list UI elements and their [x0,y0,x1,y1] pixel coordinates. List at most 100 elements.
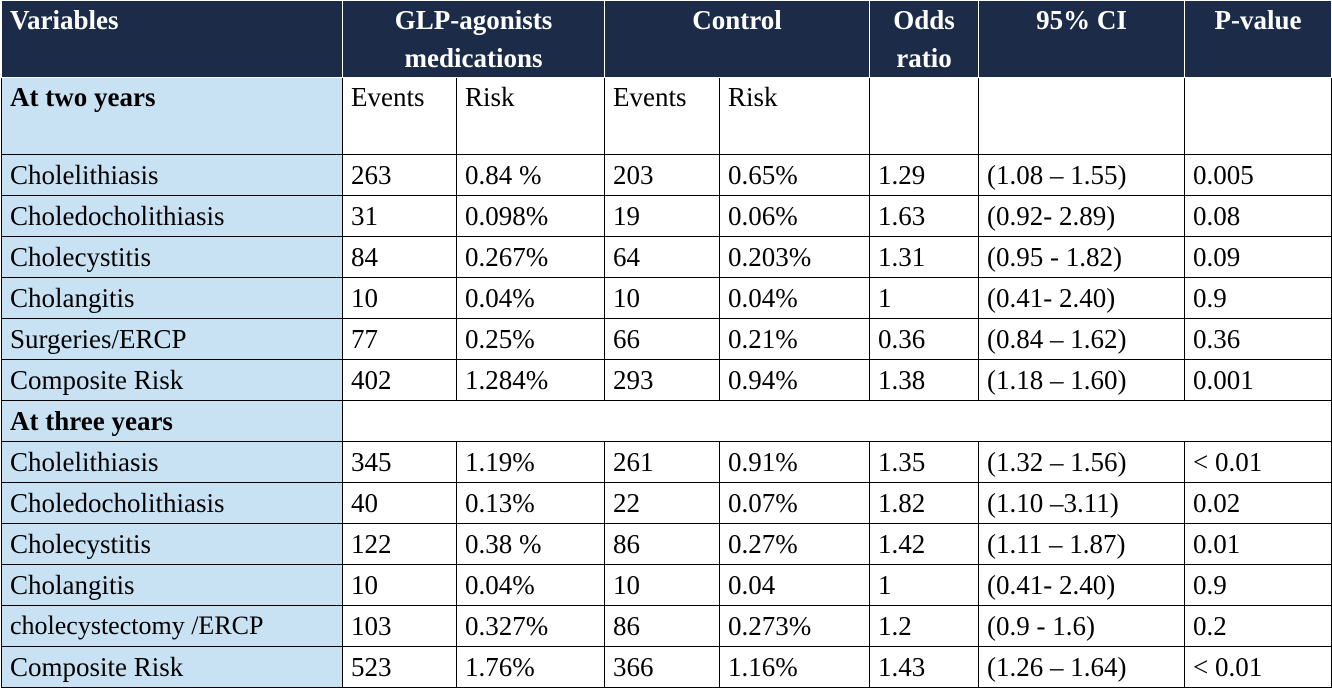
control-risk-cell: 0.07% [719,482,871,524]
header-row: Variables GLP-agonists medications Contr… [1,0,1332,78]
control-events-cell: 366 [604,646,721,688]
section-row: At two years Events Risk Events Risk [1,77,1332,155]
ci-cell: (0.41- 2.40) [978,564,1186,606]
table-row: Cholangitis 10 0.04% 10 0.04 1 (0.41- 2.40) 0.9 [1,564,1332,606]
ci-cell: (1.11 – 1.87) [978,523,1186,565]
empty-cell [978,77,1186,155]
glp-risk-cell: 0.04% [455,564,606,606]
glp-events-cell: 122 [342,523,457,565]
glp-risk-cell: 0.13% [455,482,606,524]
glp-risk-cell: 0.04% [455,277,606,319]
glp-risk-cell: 0.327% [455,605,606,647]
header-p-value: P-value [1184,0,1332,78]
glp-events-cell: 263 [342,154,457,196]
ci-cell: (0.95 - 1.82) [978,236,1186,278]
ci-cell: (0.92- 2.89) [978,195,1186,237]
ci-cell: (1.32 – 1.56) [978,441,1186,483]
odds-ratio-cell: 1.38 [869,359,980,401]
p-value-cell: 0.09 [1184,236,1332,278]
glp-events-cell: 84 [342,236,457,278]
table-row: Cholangitis 10 0.04% 10 0.04% 1 (0.41- 2.40) 0.… [1,277,1332,319]
variable-cell: Cholecystitis [1,523,343,565]
odds-ratio-cell: 1.31 [869,236,980,278]
control-risk-cell: 0.04% [719,277,871,319]
control-events-cell: 64 [604,236,721,278]
table-row: Cholelithiasis 263 0.84 % 203 0.65% 1.29 (1.08… [1,154,1332,196]
variable-cell: Choledocholithiasis [1,482,343,524]
variable-cell: Composite Risk [1,646,343,688]
glp-events-cell: 77 [342,318,457,360]
control-risk-cell: 0.94% [719,359,871,401]
variable-cell: Choledocholithiasis [1,195,343,237]
odds-ratio-cell: 1 [869,564,980,606]
glp-events-cell: 402 [342,359,457,401]
variable-cell: Cholelithiasis [1,154,343,196]
table-row: Choledocholithiasis 31 0.098% 19 0.06% 1.63 (0… [1,195,1332,237]
glp-risk-cell: 1.284% [455,359,606,401]
p-value-cell: 0.01 [1184,523,1332,565]
control-events-cell: 22 [604,482,721,524]
control-risk-cell: 0.27% [719,523,871,565]
empty-cell [1184,77,1332,155]
table-row: Choledocholithiasis 40 0.13% 22 0.07% 1.82 (1.… [1,482,1332,524]
odds-ratio-cell: 1.82 [869,482,980,524]
p-value-cell: 0.2 [1184,605,1332,647]
table-row: Cholecystitis 122 0.38 % 86 0.27% 1.42 (1.11 –… [1,523,1332,565]
ci-cell: (0.41- 2.40) [978,277,1186,319]
control-risk-cell: 0.91% [719,441,871,483]
p-value-cell: 0.02 [1184,482,1332,524]
odds-ratio-cell: 1.29 [869,154,980,196]
control-events-cell: 66 [604,318,721,360]
subheader-glp-risk: Risk [455,77,606,155]
glp-events-cell: 523 [342,646,457,688]
glp-risk-cell: 1.19% [455,441,606,483]
control-risk-cell: 0.203% [719,236,871,278]
glp-risk-cell: 0.38 % [455,523,606,565]
section-title: At two years [1,77,343,155]
odds-ratio-cell: 1.2 [869,605,980,647]
table-row: Cholecystitis 84 0.267% 64 0.203% 1.31 (0.95 -… [1,236,1332,278]
odds-ratio-cell: 0.36 [869,318,980,360]
glp-events-cell: 10 [342,277,457,319]
p-value-cell: < 0.01 [1184,441,1332,483]
subheader-glp-events: Events [342,77,457,155]
ci-cell: (1.26 – 1.64) [978,646,1186,688]
control-events-cell: 10 [604,564,721,606]
variable-cell: cholecystectomy /ERCP [1,605,343,647]
variable-cell: Composite Risk [1,359,343,401]
control-events-cell: 19 [604,195,721,237]
glp-events-cell: 40 [342,482,457,524]
p-value-cell: < 0.01 [1184,646,1332,688]
header-glp-agonists: GLP-agonists medications [341,0,606,78]
control-events-cell: 10 [604,277,721,319]
odds-ratio-cell: 1 [869,277,980,319]
control-risk-cell: 0.04 [719,564,871,606]
odds-ratio-cell: 1.63 [869,195,980,237]
control-risk-cell: 0.273% [719,605,871,647]
header-variables: Variables [1,0,343,78]
ci-cell: (0.84 – 1.62) [978,318,1186,360]
glp-events-cell: 103 [342,605,457,647]
p-value-cell: 0.9 [1184,277,1332,319]
ci-cell: (1.08 – 1.55) [978,154,1186,196]
control-risk-cell: 0.21% [719,318,871,360]
variable-cell: Cholecystitis [1,236,343,278]
variable-cell: Surgeries/ERCP [1,318,343,360]
p-value-cell: 0.001 [1184,359,1332,401]
header-odds-ratio: Odds ratio [869,0,980,78]
header-control: Control [604,0,871,78]
subheader-control-events: Events [604,77,721,155]
control-risk-cell: 1.16% [719,646,871,688]
ci-cell: (0.9 - 1.6) [978,605,1186,647]
table-row: Composite Risk 523 1.76% 366 1.16% 1.43 (1.26 … [1,646,1332,688]
control-events-cell: 203 [604,154,721,196]
table-row: Composite Risk 402 1.284% 293 0.94% 1.38 (1.18… [1,359,1332,401]
table-header: Variables GLP-agonists medications Contr… [1,0,1332,78]
header-95-ci: 95% CI [978,0,1186,78]
odds-ratio-cell: 1.42 [869,523,980,565]
control-events-cell: 86 [604,605,721,647]
empty-cell [869,77,980,155]
p-value-cell: 0.36 [1184,318,1332,360]
control-risk-cell: 0.65% [719,154,871,196]
